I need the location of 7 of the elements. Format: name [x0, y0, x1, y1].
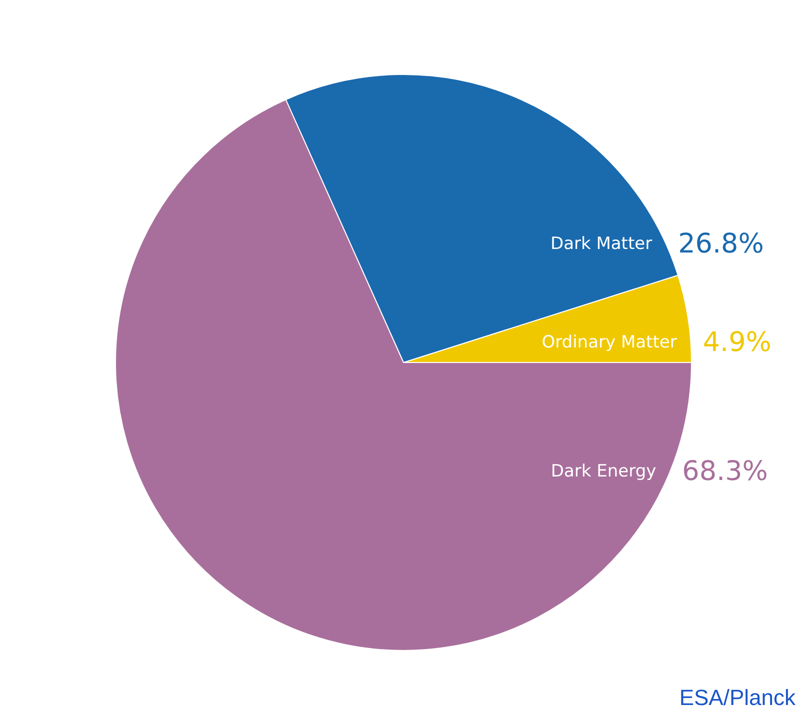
data-label: 68.3% — [682, 456, 768, 487]
slice-label: Dark Matter — [550, 234, 652, 254]
text: ESA/Planck — [679, 685, 796, 710]
slice-label: Dark Energy — [550, 461, 656, 482]
data-label: 4.9% — [702, 327, 772, 358]
slice-label: Ordinary Matter — [542, 332, 677, 353]
data-label: 26.8% — [678, 228, 764, 260]
